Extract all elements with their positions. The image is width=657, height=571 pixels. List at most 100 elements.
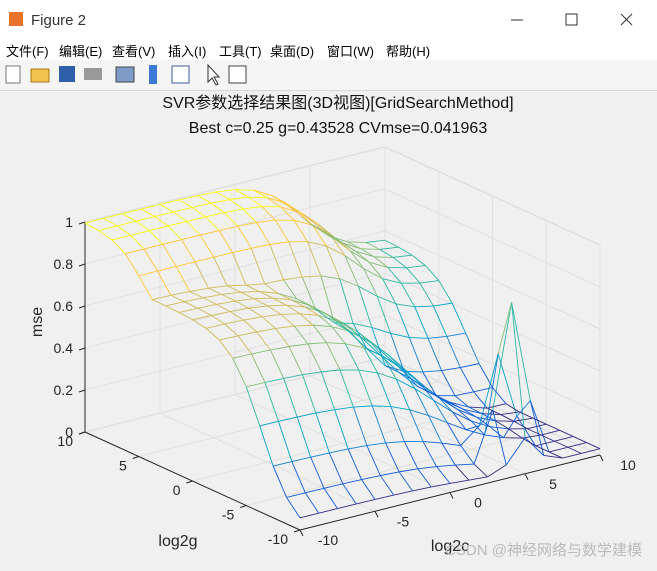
- mesh-line: [344, 255, 365, 269]
- mesh-line: [390, 333, 405, 372]
- mesh-line: [227, 284, 246, 287]
- property-icon[interactable]: [228, 65, 247, 84]
- toolbar: [0, 60, 657, 91]
- close-button[interactable]: [620, 13, 633, 26]
- mesh-line: [178, 307, 198, 313]
- z-tick-label: 0: [65, 424, 73, 440]
- mesh-line: [395, 303, 410, 338]
- mesh-line: [264, 279, 284, 285]
- mesh-line: [492, 387, 507, 404]
- mesh-line: [154, 216, 169, 227]
- mesh-line: [280, 206, 295, 221]
- save-icon[interactable]: [59, 66, 75, 82]
- link-icon[interactable]: [115, 66, 135, 83]
- menu-item[interactable]: 编辑(E): [59, 44, 103, 59]
- menu-item[interactable]: 文件(F): [6, 44, 49, 59]
- mesh-line: [532, 417, 547, 425]
- menu-item[interactable]: 帮助(H): [386, 44, 431, 59]
- z-tick-label: 0.2: [54, 382, 74, 398]
- mesh-line: [329, 448, 349, 454]
- mesh-line: [366, 242, 380, 250]
- mesh-line: [385, 365, 405, 372]
- mesh-line: [379, 475, 395, 496]
- mesh-line: [286, 304, 306, 308]
- mesh-line: [288, 241, 303, 278]
- x-tick-label: -10: [318, 532, 338, 548]
- z-tick: [78, 221, 86, 225]
- mesh-line: [293, 219, 313, 226]
- print-icon[interactable]: [84, 68, 102, 80]
- mesh-line: [320, 275, 335, 323]
- mesh-line: [181, 234, 201, 241]
- mesh-line: [251, 353, 266, 383]
- mesh-line: [401, 368, 416, 389]
- mesh-line: [465, 425, 480, 431]
- mesh-line: [277, 292, 298, 300]
- maximize-button[interactable]: [565, 13, 578, 26]
- mesh-line: [334, 322, 349, 331]
- legend-icon[interactable]: [171, 65, 190, 84]
- mesh-line: [398, 468, 418, 473]
- mesh-line: [360, 337, 381, 356]
- y-axis-label: log2g: [158, 533, 197, 550]
- mesh-line: [371, 327, 386, 366]
- mesh-line: [441, 442, 461, 446]
- mesh-line: [313, 324, 332, 328]
- mesh-line: [406, 265, 426, 269]
- mesh-line: [111, 234, 131, 241]
- mesh-line: [138, 270, 158, 277]
- mesh-line: [486, 407, 501, 415]
- mesh-line: [452, 411, 467, 430]
- mesh-line: [246, 382, 266, 388]
- open-icon[interactable]: [30, 68, 50, 83]
- mesh-line: [511, 302, 531, 401]
- x-tick: [374, 511, 379, 518]
- mesh-line: [347, 241, 367, 243]
- menu-item[interactable]: 窗口(W): [327, 44, 374, 59]
- mesh-line: [84, 222, 99, 231]
- mesh-line: [261, 316, 276, 329]
- menu-item[interactable]: 插入(I): [168, 44, 207, 59]
- mesh-line: [310, 456, 325, 489]
- pointer-icon[interactable]: [207, 63, 221, 86]
- x-tick: [599, 454, 604, 462]
- mesh-line: [492, 409, 507, 465]
- mesh-line: [176, 261, 196, 267]
- mesh-line: [352, 323, 367, 349]
- mesh-line: [417, 468, 432, 488]
- mesh-line: [356, 499, 376, 505]
- mesh-line: [184, 297, 204, 303]
- mesh-line: [337, 503, 357, 510]
- z-tick: [78, 263, 86, 267]
- mesh-line: [484, 353, 499, 436]
- mesh-line: [468, 476, 488, 481]
- mesh-line: [242, 208, 257, 223]
- window-title: Figure 2: [31, 12, 86, 29]
- mesh-line: [275, 328, 290, 347]
- mesh-line: [409, 409, 424, 442]
- mesh-line: [98, 230, 113, 241]
- mesh-line: [173, 211, 188, 222]
- mesh-line: [476, 416, 491, 428]
- menu-item[interactable]: 桌面(D): [270, 44, 315, 59]
- mesh-line: [256, 328, 276, 333]
- z-tick-label: 1: [65, 214, 73, 230]
- mesh-line: [463, 408, 482, 414]
- mesh-line: [248, 196, 263, 207]
- menu-item[interactable]: 工具(T): [219, 44, 262, 59]
- mesh-line: [390, 332, 410, 338]
- mesh-line: [141, 203, 161, 210]
- mesh-line: [334, 406, 354, 411]
- mesh-line: [465, 332, 480, 364]
- mesh-line: [478, 363, 493, 388]
- colorbar-icon[interactable]: [149, 65, 157, 84]
- mesh-line: [500, 414, 515, 422]
- mesh-line: [269, 349, 285, 379]
- mesh-line: [243, 316, 263, 321]
- mesh-line: [274, 219, 290, 243]
- menu-item[interactable]: 查看(V): [112, 44, 156, 59]
- mesh-line: [122, 208, 142, 215]
- new-icon[interactable]: [5, 65, 21, 84]
- mesh-line: [449, 401, 469, 408]
